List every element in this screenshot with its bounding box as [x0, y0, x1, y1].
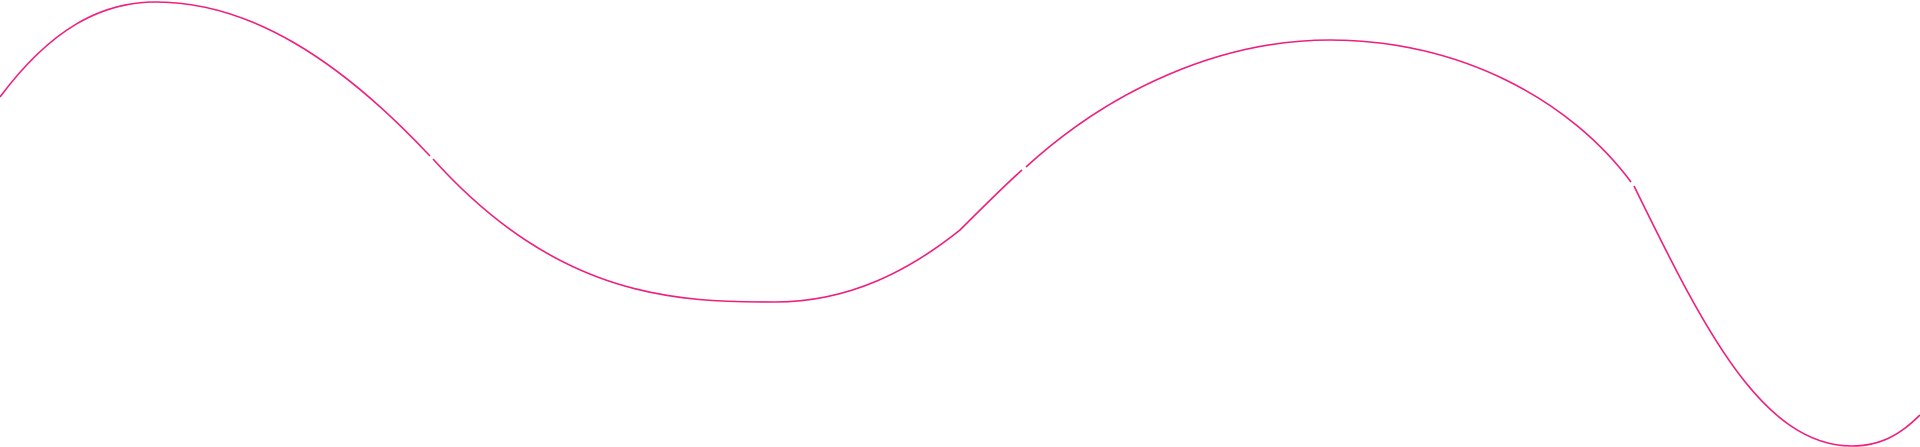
wave-segment-3: [1025, 39, 1632, 183]
wave-segment-2: [432, 158, 1023, 303]
wave-segment-1: [0, 1, 431, 157]
wave-segment-4: [1633, 185, 1920, 447]
